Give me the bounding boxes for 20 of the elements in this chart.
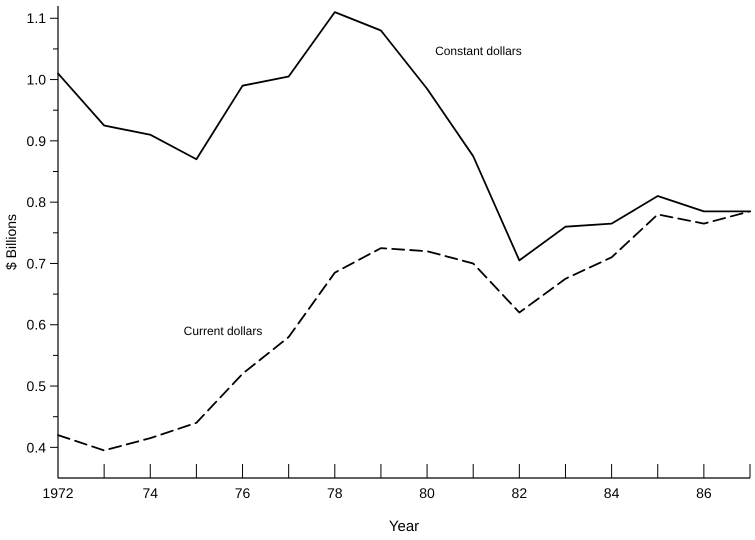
y-tick-label: 1.1 — [26, 10, 46, 26]
y-tick-label: 0.4 — [26, 439, 46, 456]
y-tick-label: 0.9 — [26, 132, 46, 149]
text: Constant dollars — [435, 44, 522, 58]
x-tick-label: 1972 — [42, 485, 74, 501]
x-tick-label: 84 — [604, 485, 620, 501]
x-tick-label: 86 — [696, 485, 712, 501]
x-tick-label: 82 — [512, 485, 528, 501]
y-tick-label: 0.6 — [26, 316, 46, 333]
y-tick-label: 0.8 — [26, 194, 46, 210]
y-axis-title: $ Billions — [3, 214, 19, 270]
x-tick-label: 76 — [234, 485, 251, 501]
x-tick-label: 74 — [142, 485, 158, 501]
x-tick-label: 78 — [327, 485, 343, 501]
series-label: Current dollars — [184, 324, 262, 338]
y-tick-label: 1.0 — [26, 71, 46, 88]
y-tick-label: 0.7 — [26, 255, 46, 272]
x-tick-label: 80 — [419, 485, 436, 501]
x-axis-title: Year — [388, 518, 420, 535]
y-tick-label: 0.5 — [26, 378, 46, 394]
